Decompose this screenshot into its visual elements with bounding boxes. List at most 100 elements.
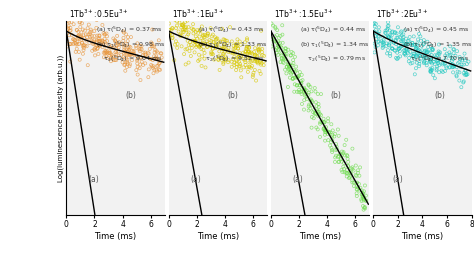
Point (392, 42, 400, 46)
Point (327, 140, 335, 144)
Point (255, 53, 263, 58)
Point (220, 37, 228, 41)
Point (323, 129, 331, 133)
Point (91, 47, 98, 51)
Point (212, 37, 220, 41)
Point (460, 63, 467, 67)
Point (404, 39, 412, 43)
Point (123, 65, 130, 69)
Point (102, 50, 110, 55)
Point (79, 44, 87, 49)
Point (204, 42, 212, 46)
Point (212, 46, 219, 50)
Point (91, 46, 99, 50)
Point (396, 54, 404, 59)
Point (322, 125, 330, 129)
Point (87, 27, 95, 32)
Point (97, 39, 104, 43)
Point (417, 34, 424, 39)
Point (446, 50, 453, 55)
Point (460, 56, 468, 60)
Point (285, 63, 292, 67)
Point (94, 46, 101, 50)
Point (103, 34, 111, 39)
Point (405, 56, 413, 60)
Point (203, 42, 211, 46)
Point (73, 28, 81, 32)
Point (236, 51, 244, 55)
Point (283, 65, 291, 69)
Point (384, 35, 392, 40)
Point (394, 46, 402, 51)
Point (277, 34, 284, 38)
Point (384, 48, 392, 52)
Point (76, 34, 84, 39)
Point (433, 67, 440, 71)
Point (424, 45, 432, 49)
Point (361, 205, 368, 209)
Point (186, 49, 193, 53)
Point (237, 54, 245, 59)
Point (200, 48, 207, 52)
Point (113, 53, 120, 57)
Point (103, 31, 110, 36)
Point (191, 39, 199, 43)
Point (118, 57, 126, 61)
Point (185, 43, 192, 47)
Point (426, 59, 434, 63)
Point (300, 107, 308, 112)
Point (196, 44, 204, 49)
Point (150, 71, 157, 75)
Point (273, 41, 281, 45)
Point (130, 52, 138, 56)
Point (413, 55, 420, 59)
Point (286, 70, 294, 74)
Point (253, 54, 261, 58)
Point (111, 50, 119, 54)
Point (453, 49, 461, 53)
Point (413, 51, 420, 55)
Point (112, 49, 120, 54)
Point (277, 45, 284, 49)
Point (356, 165, 364, 169)
Point (463, 73, 470, 77)
Point (275, 44, 283, 49)
Point (356, 188, 363, 193)
Point (289, 63, 296, 68)
Point (322, 130, 329, 134)
Point (449, 47, 457, 51)
Point (398, 33, 405, 37)
Point (101, 51, 109, 55)
Point (71, 38, 79, 43)
Point (303, 97, 310, 101)
Point (202, 65, 210, 69)
Point (299, 78, 306, 82)
Point (73, 42, 80, 46)
Point (183, 18, 191, 23)
Point (124, 62, 132, 66)
Point (462, 68, 470, 72)
Point (427, 69, 435, 73)
Point (322, 128, 330, 133)
Point (428, 68, 436, 72)
Point (70, 42, 77, 46)
Point (249, 73, 257, 77)
Point (140, 56, 148, 60)
Point (416, 62, 423, 66)
Point (428, 47, 436, 51)
Point (439, 61, 447, 65)
Point (285, 64, 293, 68)
Point (88, 38, 95, 43)
Point (422, 56, 430, 60)
Point (189, 22, 197, 26)
Point (447, 53, 454, 57)
Point (203, 39, 210, 44)
Point (124, 52, 131, 56)
Point (423, 50, 431, 54)
Point (299, 87, 306, 91)
Point (191, 39, 198, 43)
Point (99, 40, 106, 44)
Point (418, 44, 426, 48)
Point (109, 46, 117, 50)
Point (392, 49, 399, 53)
